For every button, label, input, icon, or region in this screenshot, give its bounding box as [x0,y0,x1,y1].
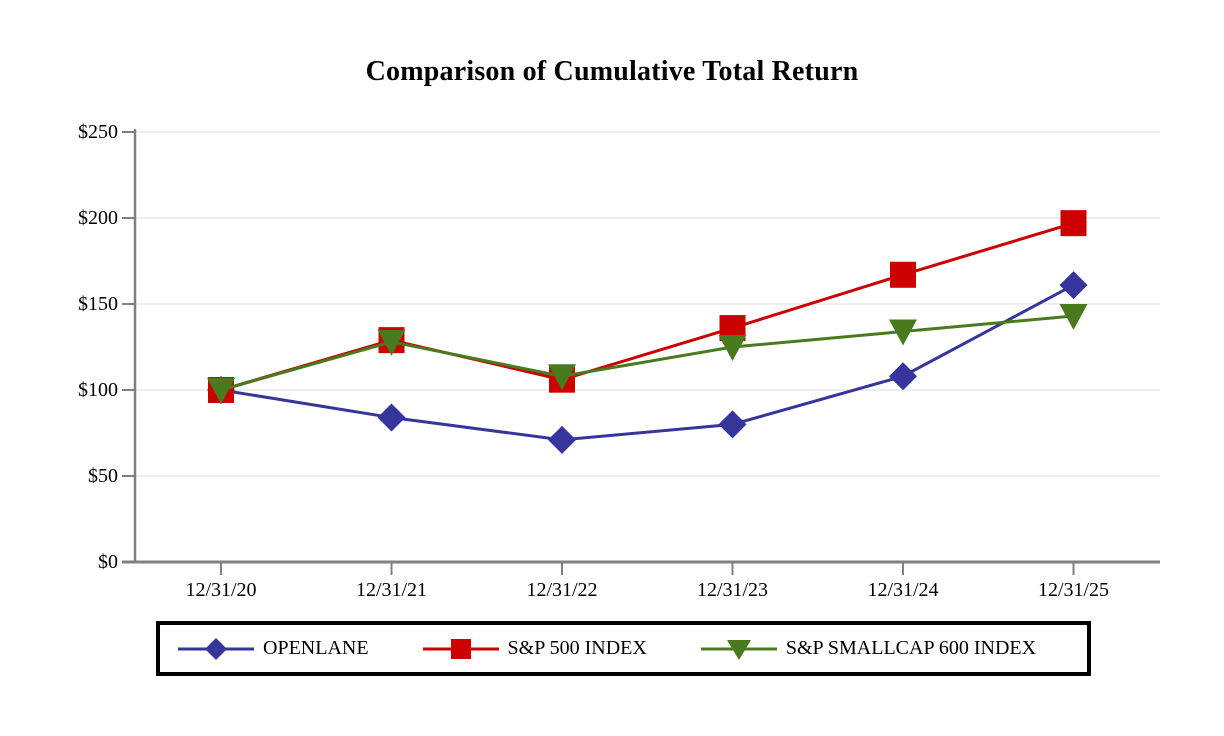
x-axis-label: 12/31/21 [355,579,428,601]
triangle-down-marker [377,329,406,356]
y-axis-label: $200 [78,207,118,229]
diamond-marker [377,403,406,432]
chart-title: Comparison of Cumulative Total Return [365,56,859,87]
x-axis-label: 12/31/22 [526,579,598,601]
triangle-down-marker [1059,304,1088,331]
legend-swatch-square-icon [422,638,499,659]
diamond-marker [889,362,917,391]
series-line-openlane [220,283,1075,442]
chart-legend: OPENLANE S&P 500 INDEX S&P SMALLCAP 600 IN… [156,621,1091,676]
legend-label: S&P 500 INDEX [507,637,647,659]
x-axis-label: 12/31/24 [867,579,939,601]
x-axis-label: 12/31/25 [1037,579,1110,601]
diamond-marker [718,410,747,439]
legend-label: S&P SMALLCAP 600 INDEX [785,637,1037,659]
y-axis-label: $250 [78,121,118,143]
legend-item: S&P SMALLCAP 600 INDEX [700,635,1037,663]
triangle-down-marker [548,364,576,391]
legend-swatch-triangle-down-icon [700,639,777,660]
x-axis-label: 12/31/20 [185,579,257,601]
legend-item: S&P 500 INDEX [422,635,647,663]
y-axis-label: $50 [88,465,118,487]
diamond-marker [1059,271,1088,300]
square-marker [1060,210,1087,237]
triangle-down-marker [718,335,747,361]
series-line-s-p-smallcap-600-index [220,314,1074,392]
legend-item: OPENLANE [178,635,369,663]
y-axis-label: $0 [98,551,118,573]
diamond-marker [548,425,576,454]
y-axis-label: $100 [78,379,118,401]
legend-swatch-diamond-icon [178,637,254,660]
x-axis-label: 12/31/23 [696,579,769,601]
y-axis-label: $150 [78,293,118,315]
triangle-down-marker [207,378,235,404]
legend-label: OPENLANE [263,637,369,659]
square-marker [890,261,916,288]
series-line-s-p-500-index [220,221,1074,392]
triangle-down-marker [889,319,917,346]
